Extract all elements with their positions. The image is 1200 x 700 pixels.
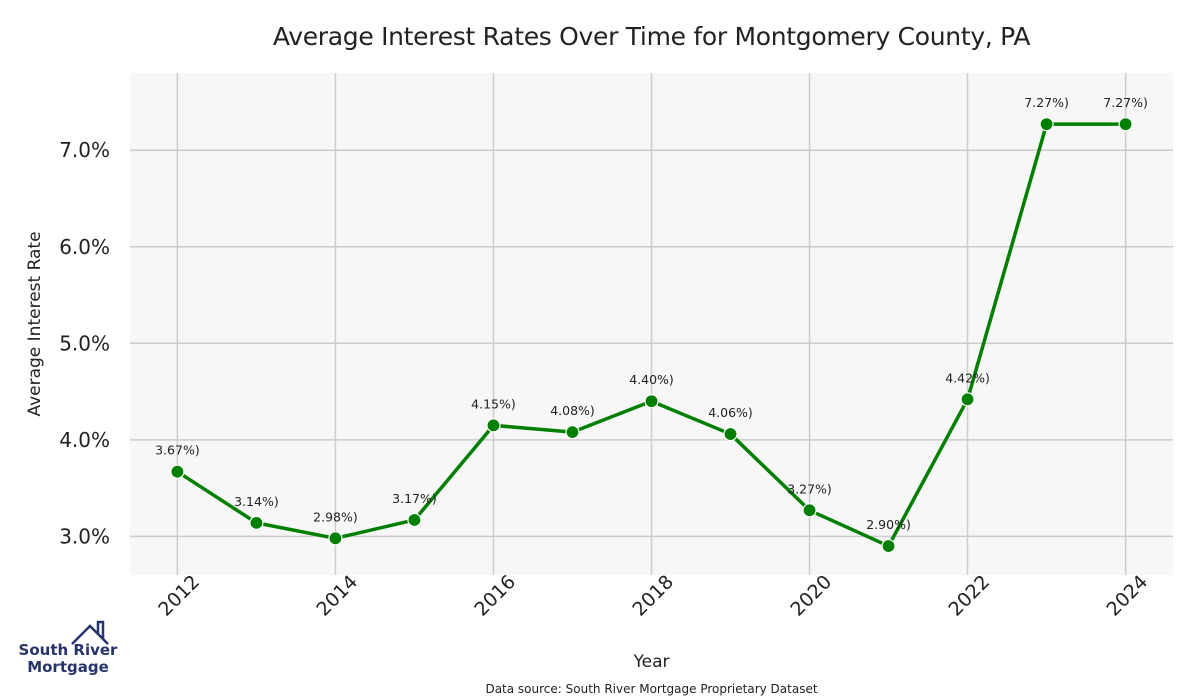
data-label: 4.40%) [629, 372, 674, 387]
x-tick-label: 2012 [154, 571, 204, 621]
data-point [565, 425, 580, 440]
data-label: 7.27%) [1103, 95, 1148, 110]
data-label: 4.15%) [471, 396, 516, 411]
data-label: 2.98%) [313, 509, 358, 524]
data-source-note: Data source: South River Mortgage Propri… [485, 682, 818, 696]
data-point [1039, 117, 1054, 132]
house-outline-icon [71, 620, 109, 645]
data-label: 3.14%) [234, 494, 279, 509]
y-tick-label: 4.0% [59, 428, 110, 452]
x-tick-label: 2018 [628, 571, 678, 621]
data-point [486, 418, 501, 433]
y-tick-label: 6.0% [59, 235, 110, 259]
x-tick-label: 2016 [470, 571, 520, 621]
x-tick-label: 2022 [944, 571, 994, 621]
data-point [881, 538, 896, 554]
x-axis-label: Year [633, 652, 670, 672]
data-point [170, 464, 185, 479]
chart-title: Average Interest Rates Over Time for Mon… [272, 22, 1031, 51]
data-point [328, 531, 343, 546]
data-point [1118, 117, 1133, 132]
data-point [802, 503, 817, 518]
y-tick-label: 7.0% [59, 138, 110, 162]
logo-line-1: South River [18, 641, 118, 659]
data-point [407, 512, 422, 528]
logo-line-2: Mortgage [27, 658, 109, 676]
data-label: 4.08%) [550, 403, 595, 418]
data-label: 4.42%) [945, 370, 990, 385]
data-label: 2.90%) [866, 517, 911, 532]
x-tick-label: 2024 [1102, 571, 1152, 621]
data-point [723, 426, 738, 442]
x-tick-label: 2014 [312, 571, 362, 621]
data-label: 3.67%) [155, 443, 200, 458]
data-label: 3.27%) [787, 481, 832, 496]
data-point [249, 515, 264, 530]
data-label: 4.06%) [708, 405, 753, 420]
company-logo: South River Mortgage [18, 620, 118, 682]
y-axis-label: Average Interest Rate [25, 231, 45, 416]
x-tick-label: 2020 [786, 571, 836, 621]
y-tick-label: 3.0% [59, 524, 110, 548]
data-label: 7.27%) [1024, 95, 1069, 110]
data-point [960, 392, 975, 407]
y-tick-label: 5.0% [59, 331, 110, 355]
data-point [644, 394, 659, 409]
data-label: 3.17%) [392, 491, 437, 506]
